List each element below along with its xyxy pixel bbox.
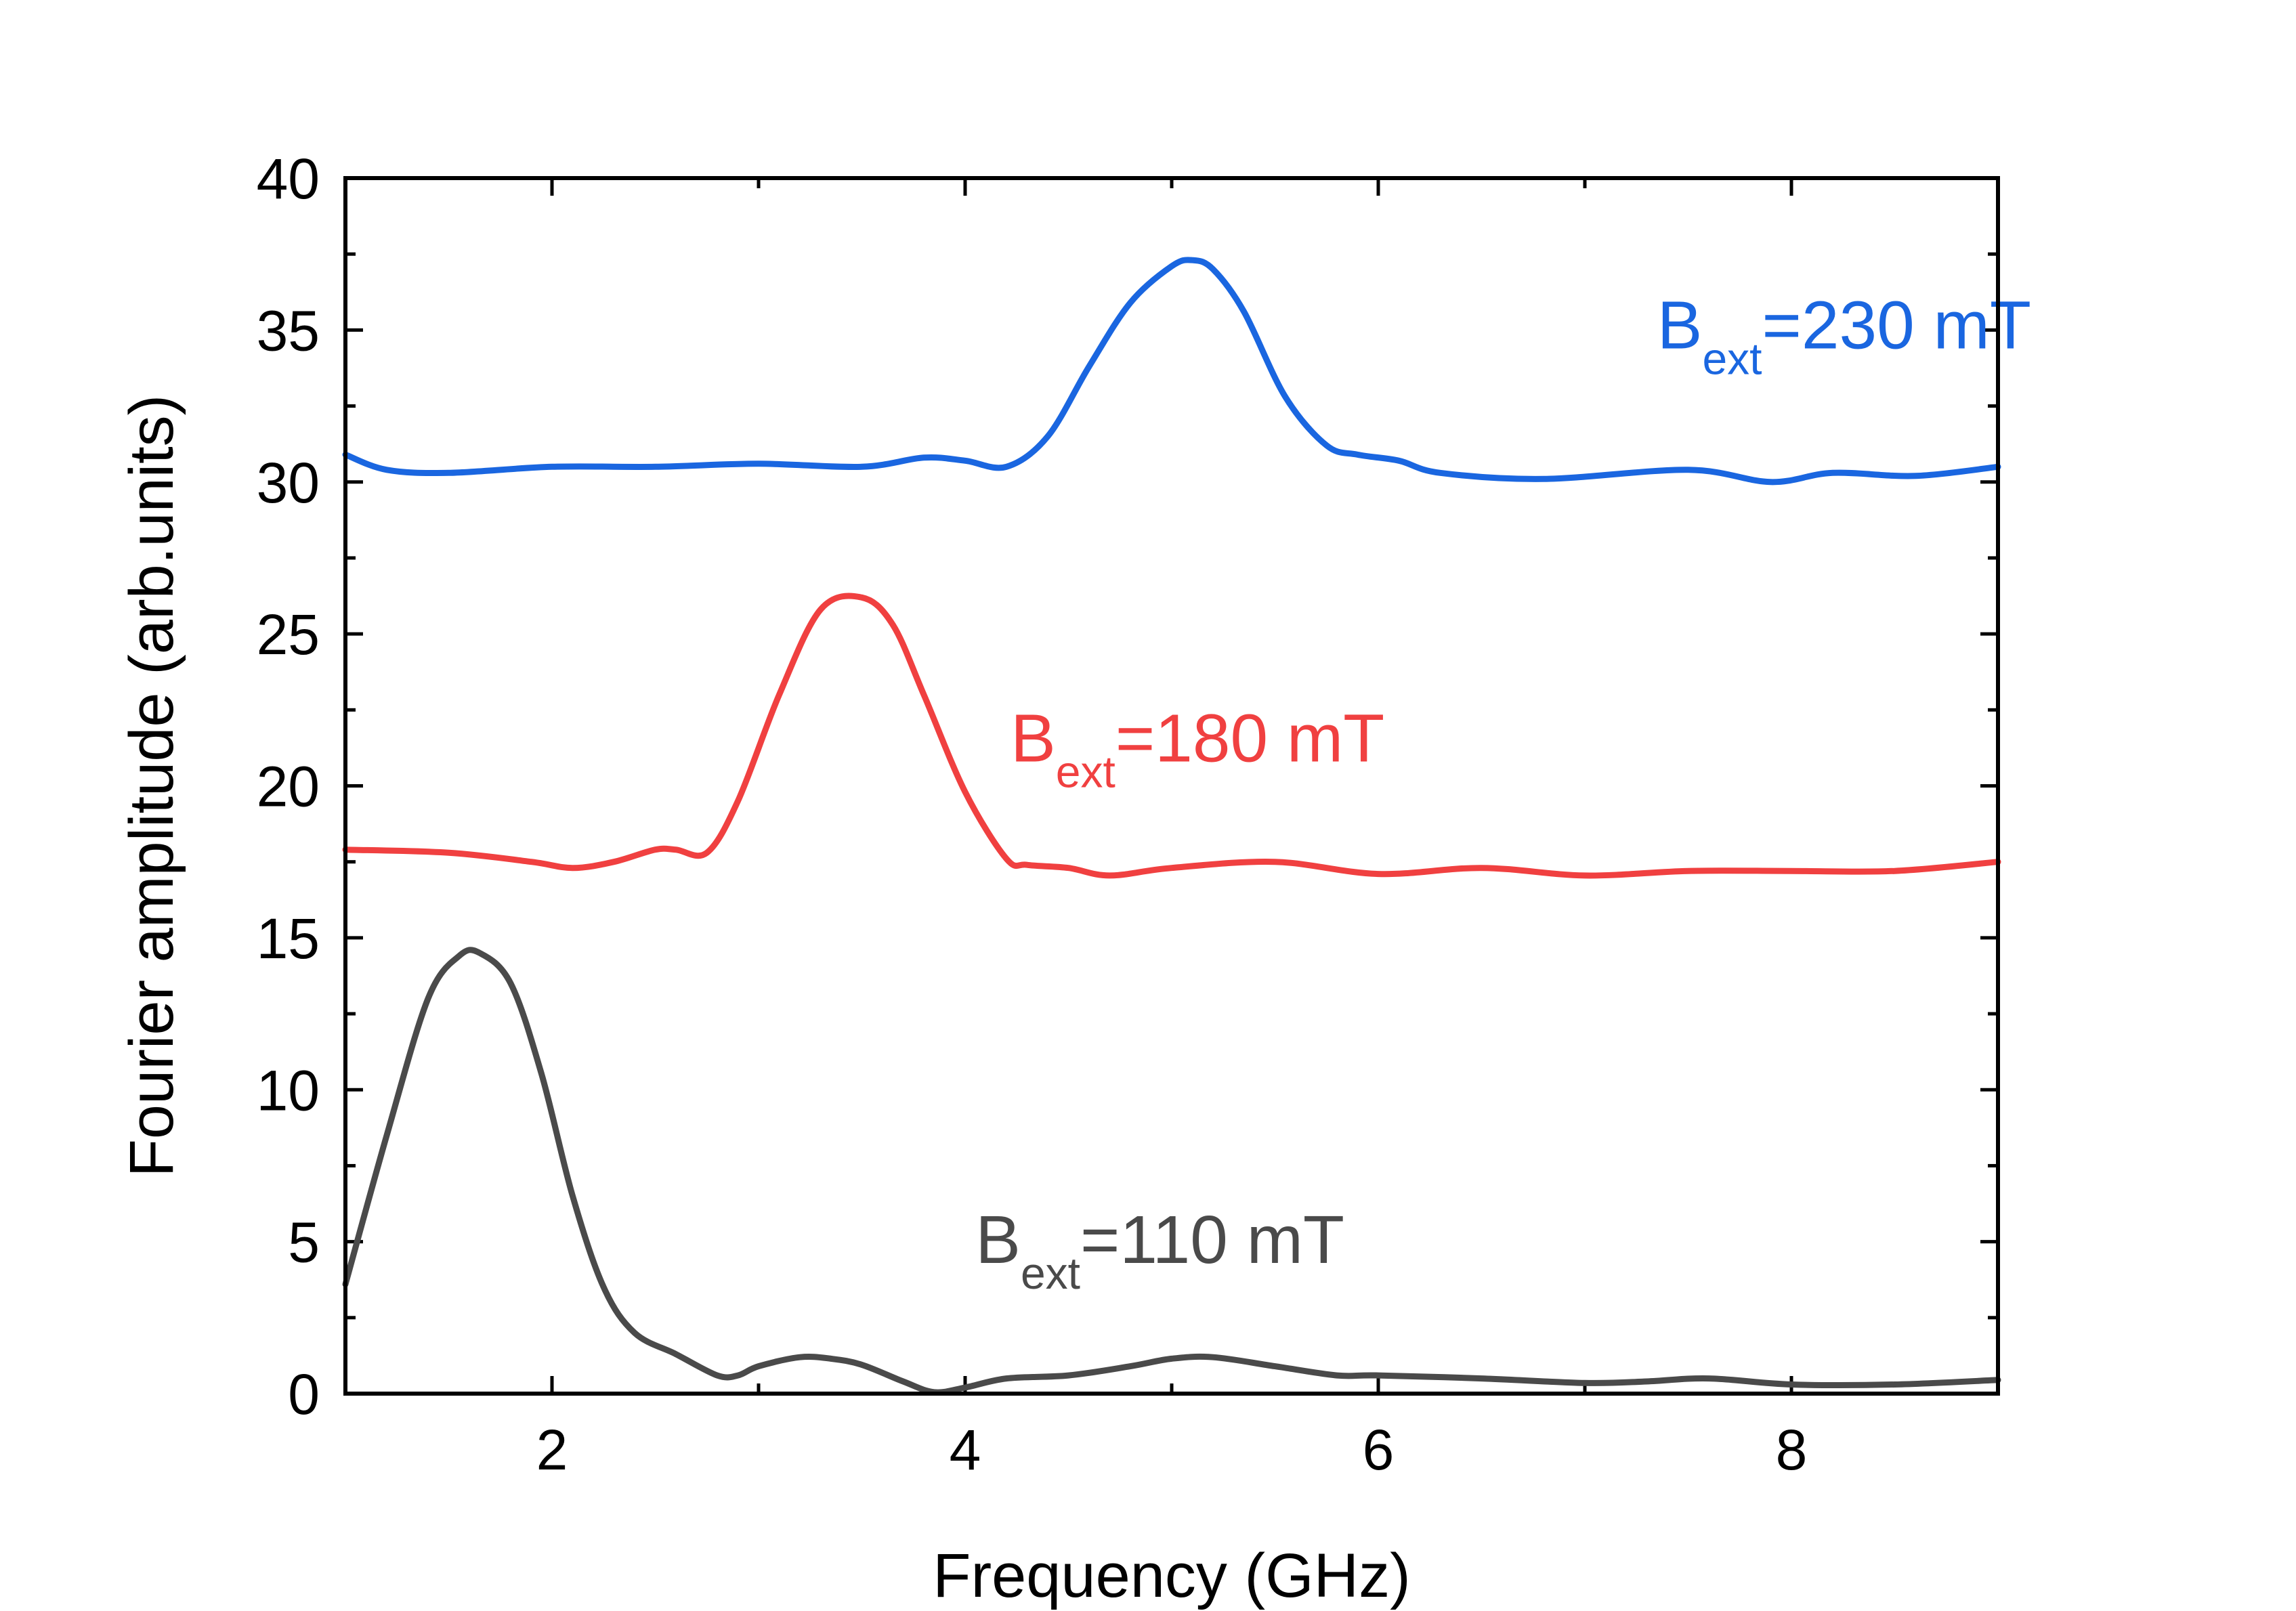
y-tick-label: 40 <box>257 147 320 211</box>
y-tick-label: 25 <box>257 603 320 666</box>
plot-frame <box>343 176 2000 1396</box>
y-axis-title: Fourier amplitude (arb.units) <box>117 395 186 1178</box>
y-tick-label: 15 <box>257 907 320 970</box>
y-tick-label: 35 <box>257 299 320 362</box>
labels-layer: Bext=110 mT Bext=180 mT Bext=230 mT <box>975 287 2031 1298</box>
y-tick-label: 10 <box>257 1058 320 1122</box>
y-tick-label: 30 <box>257 451 320 515</box>
series-line-180-mt <box>342 593 2001 879</box>
y-tick-label: 0 <box>288 1362 320 1426</box>
y-tick-label: 5 <box>288 1211 320 1274</box>
series-label-110-mt: Bext=110 mT <box>975 1202 1344 1298</box>
series-line-110-mt <box>342 947 2001 1396</box>
series-label-180-mt: Bext=180 mT <box>1011 701 1384 797</box>
x-tick-label: 2 <box>536 1418 568 1482</box>
series-label-230-mt: Bext=230 mT <box>1657 287 2031 383</box>
x-tick-label: 6 <box>1363 1418 1395 1482</box>
y-tick-label: 20 <box>257 755 320 819</box>
ticks-layer: 2 4 6 8 0 5 10 15 20 25 30 35 40 <box>257 147 2000 1482</box>
x-axis-title: Frequency (GHz) <box>933 1541 1411 1610</box>
series-line-230-mt <box>342 257 2001 486</box>
series-layer <box>342 257 2001 1396</box>
x-tick-label: 4 <box>950 1418 981 1482</box>
x-tick-label: 8 <box>1776 1418 1808 1482</box>
